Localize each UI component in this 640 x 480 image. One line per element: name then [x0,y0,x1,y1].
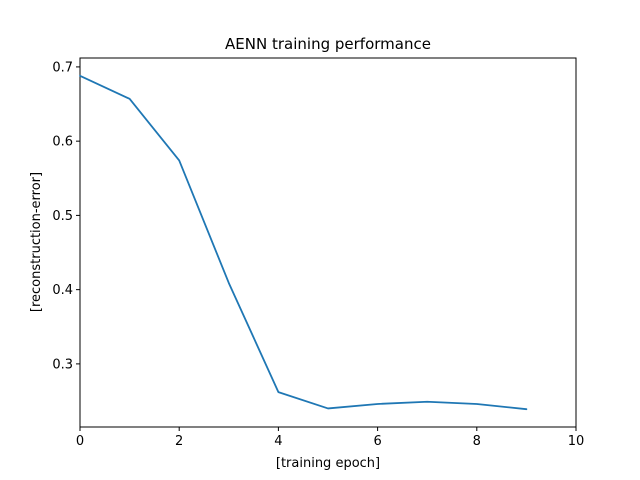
x-tick-label: 6 [373,434,381,449]
y-tick-label: 0.6 [52,135,73,150]
y-tick-label: 0.3 [52,357,73,372]
x-tick-label: 8 [473,434,481,449]
y-tick-label: 0.7 [52,60,73,75]
y-axis: 0.3 0.4 0.5 0.6 0.7 [52,60,80,372]
x-axis: 0 2 4 6 8 10 [76,427,584,449]
x-tick-label: 4 [274,434,282,449]
y-tick-label: 0.5 [52,209,73,224]
x-tick-label: 2 [175,434,183,449]
chart-title: AENN training performance [225,35,431,53]
x-tick-label: 10 [568,434,585,449]
y-tick-label: 0.4 [52,283,73,298]
series-layer [79,74,528,411]
x-tick-label: 0 [76,434,84,449]
x-axis-label: [training epoch] [276,456,380,471]
plot-area [79,57,577,428]
y-axis-label: [reconstruction-error] [29,172,44,312]
series-line [79,74,528,411]
plot-frame [79,57,577,428]
